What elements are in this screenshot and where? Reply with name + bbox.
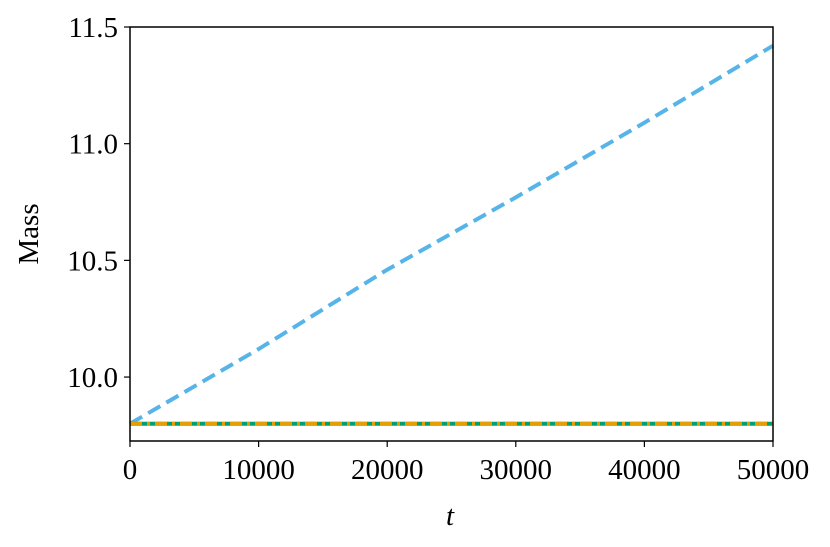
x-tick-label: 0: [123, 454, 138, 486]
x-tick-label: 30000: [480, 454, 553, 486]
y-axis-label: Mass: [13, 203, 45, 264]
y-tick-label: 10.5: [67, 245, 118, 277]
y-tick-label: 11.0: [68, 129, 118, 161]
plot-frame: [129, 26, 774, 442]
x-axis-label: t: [446, 500, 455, 532]
data-line: [128, 43, 775, 426]
y-tick-label: 11.5: [68, 12, 118, 44]
x-tick-label: 50000: [737, 454, 810, 486]
x-tick-label: 10000: [222, 454, 295, 486]
y-tick-label: 10.0: [67, 362, 118, 394]
x-tick-label: 40000: [608, 454, 681, 486]
x-tick-label: 20000: [351, 454, 424, 486]
